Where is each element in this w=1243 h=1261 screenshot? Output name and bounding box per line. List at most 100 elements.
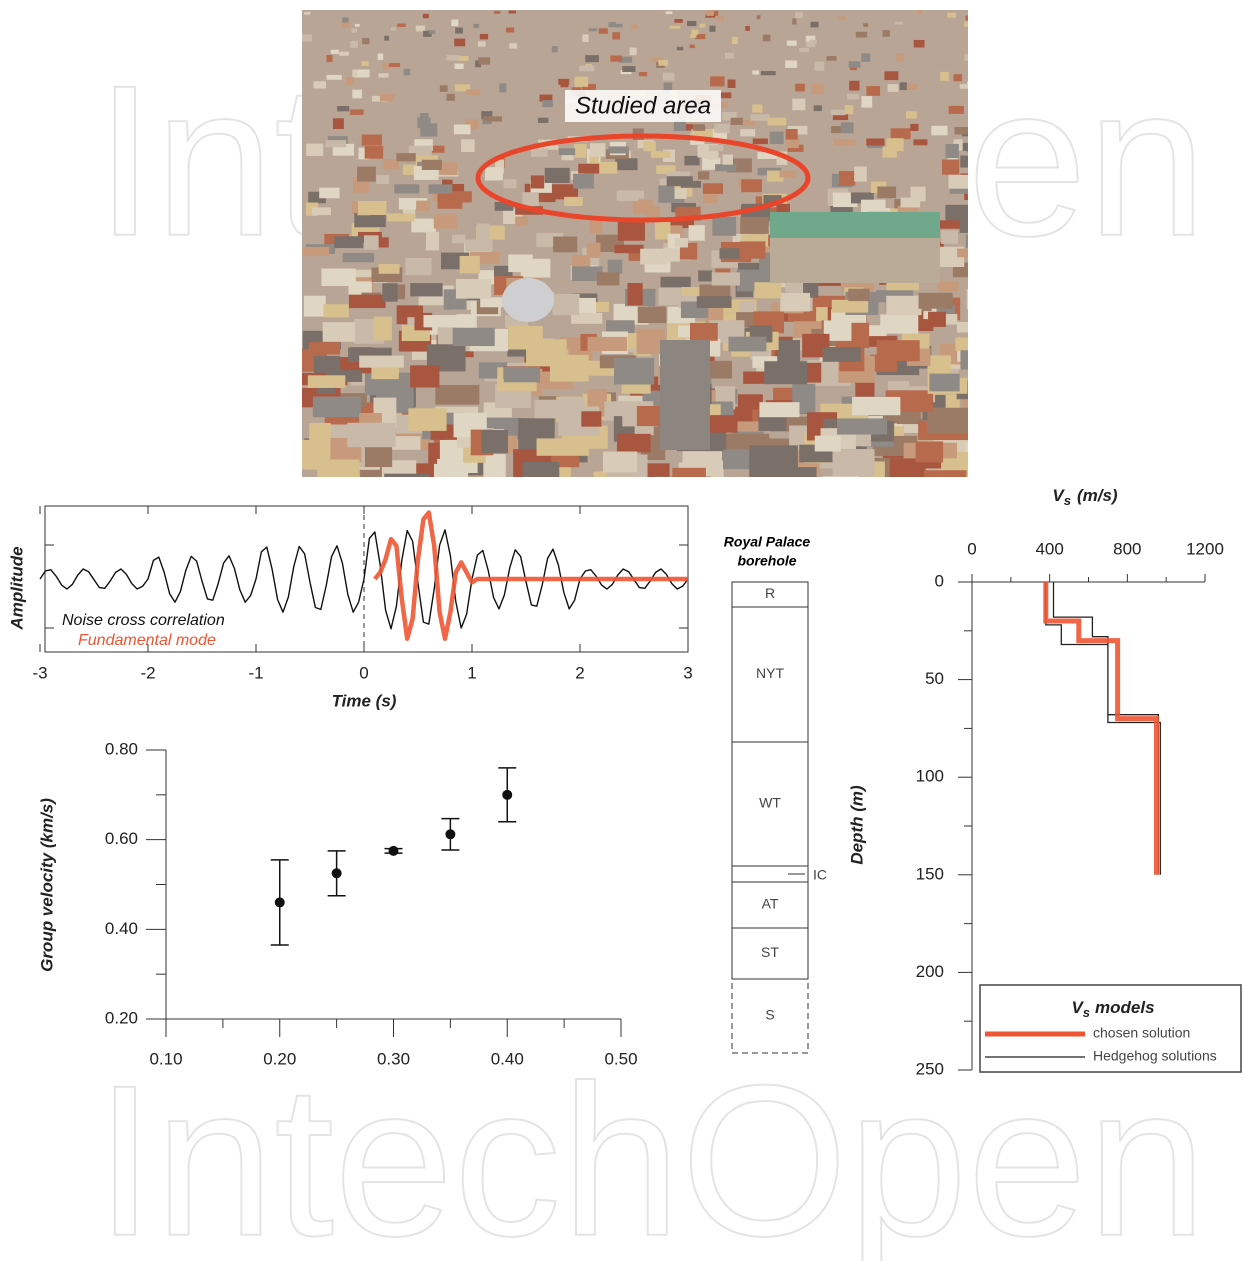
point: [388, 845, 399, 856]
photo-building: [571, 312, 603, 324]
photo-overlay: Studied area: [475, 90, 811, 223]
photo-building: [446, 55, 461, 61]
label-box: [565, 90, 721, 122]
photo-building: [882, 146, 897, 158]
photo-building: [423, 315, 464, 328]
x-axis-label: Vs (m/s): [1052, 486, 1118, 508]
photo-building: [696, 296, 732, 308]
borehole-title: Royal Palace: [724, 534, 811, 550]
photo-building: [703, 191, 718, 204]
photo-building: [937, 281, 959, 292]
label-part: models: [1095, 998, 1155, 1017]
photo-building: [965, 412, 968, 440]
borehole-layer-label: AT: [762, 896, 779, 912]
photo-building: [378, 264, 400, 274]
photo-building: [752, 138, 768, 145]
photo-building: [364, 146, 384, 159]
photo-building: [387, 213, 415, 222]
photo-building: [837, 418, 888, 435]
photo-building: [508, 10, 517, 14]
photo-building: [358, 201, 387, 215]
photo-building: [969, 23, 978, 26]
photo-building: [573, 173, 594, 189]
photo-building: [810, 21, 819, 28]
photo-building: [690, 34, 697, 38]
photo-building: [757, 152, 779, 159]
photo-building: [417, 117, 431, 129]
x-tick-label: 0: [359, 663, 368, 682]
photo-building: [691, 29, 699, 35]
photo-building: [571, 266, 603, 281]
photo-dome: [502, 278, 554, 322]
photo-building: [880, 314, 919, 334]
photo-building: [376, 175, 390, 185]
photo-building: [662, 72, 675, 81]
photo-building: [553, 236, 578, 253]
photo-building: [672, 467, 706, 477]
photo-building: [637, 306, 667, 324]
photo-building: [587, 336, 628, 351]
photo-building: [552, 293, 580, 316]
photo-building: [953, 74, 962, 82]
photo-building: [551, 46, 558, 53]
photo-building: [493, 265, 513, 278]
photo-building: [551, 184, 579, 200]
legend-label: Hedgehog solutions: [1093, 1048, 1217, 1064]
photo-building: [894, 21, 903, 25]
photo-building: [666, 176, 693, 187]
photo-building: [636, 405, 661, 427]
photo-building: [965, 476, 968, 477]
photo-building: [508, 325, 543, 350]
photo-building: [673, 119, 686, 132]
photo-building: [786, 40, 797, 46]
photo-building: [699, 23, 706, 28]
photo-building: [422, 13, 429, 19]
photo-building: [837, 16, 847, 21]
photo-building: [948, 105, 964, 114]
photo-building: [722, 154, 733, 165]
y-axis-label: Amplitude: [7, 546, 26, 630]
line-series: [1045, 582, 1161, 875]
borehole-layer-label: S: [765, 1007, 774, 1023]
line-series: [373, 510, 688, 641]
photo-building: [759, 402, 800, 418]
photo-building: [752, 104, 763, 113]
borehole: Royal Palace borehole R NYT WT IC AT ST S: [724, 534, 827, 1054]
photo-building: [949, 186, 968, 194]
photo-building: [435, 384, 480, 405]
photo-building: [354, 23, 360, 27]
label-part: (m/s): [1077, 486, 1118, 505]
photo-building: [713, 10, 719, 16]
borehole-title: borehole: [737, 553, 796, 569]
photo-building: [410, 365, 440, 388]
photo-building: [913, 39, 925, 48]
photo-building: [792, 18, 797, 25]
photo-building: [579, 65, 595, 72]
photo-building: [481, 430, 508, 454]
photo-building: [438, 162, 458, 175]
photo-building: [890, 128, 911, 140]
photo-building: [348, 294, 386, 309]
photo-building: [719, 248, 743, 259]
watermark: IntechOpen: [95, 1040, 1207, 1261]
x-tick-label: 400: [1035, 539, 1063, 558]
legend-label: Fundamental mode: [78, 632, 216, 649]
photo-building: [454, 38, 466, 47]
photo-building: [850, 192, 874, 204]
photo-building: [741, 179, 762, 193]
photo-building: [823, 320, 852, 341]
y-tick-label: 0.60: [105, 829, 138, 848]
y-tick-label: 150: [916, 864, 944, 883]
photo-building: [363, 235, 379, 250]
photo-building: [478, 57, 491, 65]
photo-building: [539, 94, 553, 102]
photo-building: [350, 109, 364, 115]
photo-building: [658, 185, 675, 203]
photo-building: [420, 123, 438, 137]
photo-building: [814, 61, 825, 71]
photo-building: [750, 114, 770, 121]
photo-building: [884, 71, 899, 81]
photo-building: [866, 86, 881, 96]
photo-building: [494, 159, 505, 174]
photo-building: [483, 116, 503, 122]
